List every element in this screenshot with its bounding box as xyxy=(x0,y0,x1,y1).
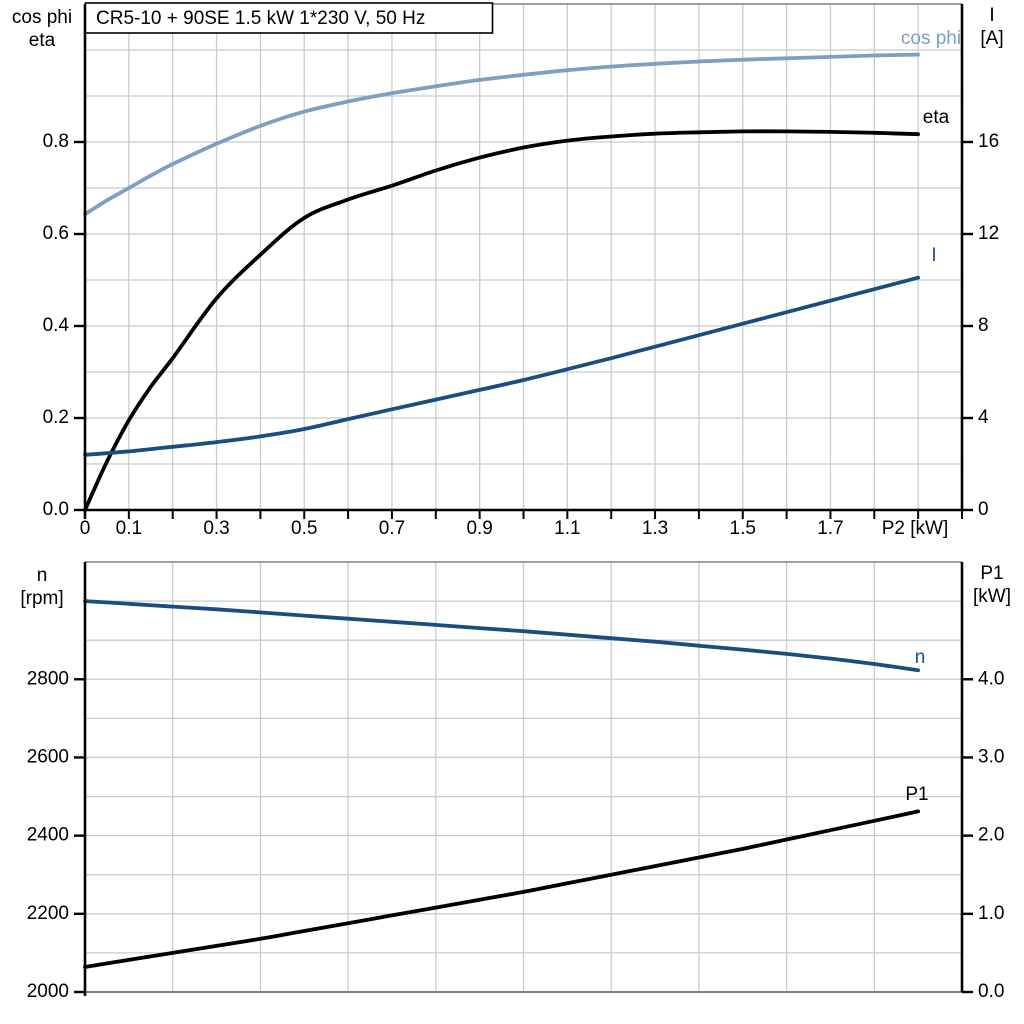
right-axis-tick-label: 0.0 xyxy=(978,981,1004,1002)
x-axis-title: P2 [kW] xyxy=(882,518,949,539)
left-axis-tick-label: 2000 xyxy=(27,981,69,1002)
x-axis-tick-label: 1.1 xyxy=(554,518,580,539)
x-axis-tick-label: 0.7 xyxy=(379,518,405,539)
left-axis-tick-label: 2400 xyxy=(27,825,69,846)
x-axis-tick-label: 1.3 xyxy=(642,518,668,539)
right-axis-tick-label: 16 xyxy=(978,131,999,152)
curve-label-P1: P1 xyxy=(905,784,928,805)
left-axis-title-line2: eta xyxy=(29,30,56,51)
curve-label-eta: eta xyxy=(923,107,950,128)
curve-label-n: n xyxy=(915,647,926,668)
curve-label-I: I xyxy=(931,245,936,266)
left-axis-tick-label: 0.8 xyxy=(43,131,69,152)
left-axis-tick-label: 2600 xyxy=(27,746,69,767)
left-axis-title-line1: cos phi xyxy=(12,7,72,28)
curve-P1 xyxy=(83,809,920,969)
left-axis-tick-label: 2800 xyxy=(27,668,69,689)
chart-title: CR5-10 + 90SE 1.5 kW 1*230 V, 50 Hz xyxy=(96,8,425,29)
left-axis-tick-label: 0.0 xyxy=(43,499,69,520)
right-axis-tick-label: 3.0 xyxy=(978,746,1004,767)
curve-label-cos-phi: cos phi xyxy=(901,28,961,49)
left-axis-tick-label: 0.4 xyxy=(43,315,70,336)
x-axis-tick-label: 0.3 xyxy=(203,518,229,539)
x-axis-tick-label: 0.1 xyxy=(116,518,142,539)
title-box xyxy=(84,2,494,34)
right-axis-tick-label: 12 xyxy=(978,223,999,244)
left-axis-tick-label: 0.6 xyxy=(43,223,69,244)
right-axis-tick-label: 1.0 xyxy=(978,903,1004,924)
curve-n xyxy=(83,599,920,673)
right-axis-tick-label: 8 xyxy=(978,315,989,336)
x-axis-tick-label: 0.5 xyxy=(291,518,317,539)
right-axis-tick-label: 2.0 xyxy=(978,825,1004,846)
curve-I xyxy=(83,275,920,457)
left-axis-title-line2: [rpm] xyxy=(20,588,63,609)
curve-cos-phi xyxy=(83,52,920,217)
left-axis-title-line1: n xyxy=(37,565,48,586)
x-axis-tick-label: 1.5 xyxy=(730,518,756,539)
right-axis-tick-label: 4.0 xyxy=(978,668,1004,689)
right-axis-tick-label: 4 xyxy=(978,407,989,428)
left-axis-tick-label: 0.2 xyxy=(43,407,69,428)
right-axis-title-line1: P1 xyxy=(980,563,1003,584)
right-axis-title-line2: [kW] xyxy=(973,586,1011,607)
right-axis-tick-label: 0 xyxy=(978,499,989,520)
right-axis-title-line1: I xyxy=(989,5,994,26)
curve-eta xyxy=(83,129,920,512)
right-axis-title-line2: [A] xyxy=(980,28,1003,49)
x-axis-tick-label: 1.7 xyxy=(817,518,843,539)
x-axis-tick-label: 0 xyxy=(80,518,91,539)
left-axis-tick-label: 2200 xyxy=(27,903,69,924)
x-axis-tick-label: 0.9 xyxy=(466,518,492,539)
